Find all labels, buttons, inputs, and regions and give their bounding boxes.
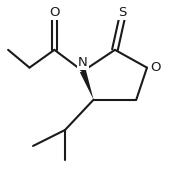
Text: N: N xyxy=(78,56,88,69)
Text: O: O xyxy=(151,61,161,74)
Polygon shape xyxy=(80,70,94,100)
Text: O: O xyxy=(49,6,60,19)
Text: S: S xyxy=(118,6,126,19)
